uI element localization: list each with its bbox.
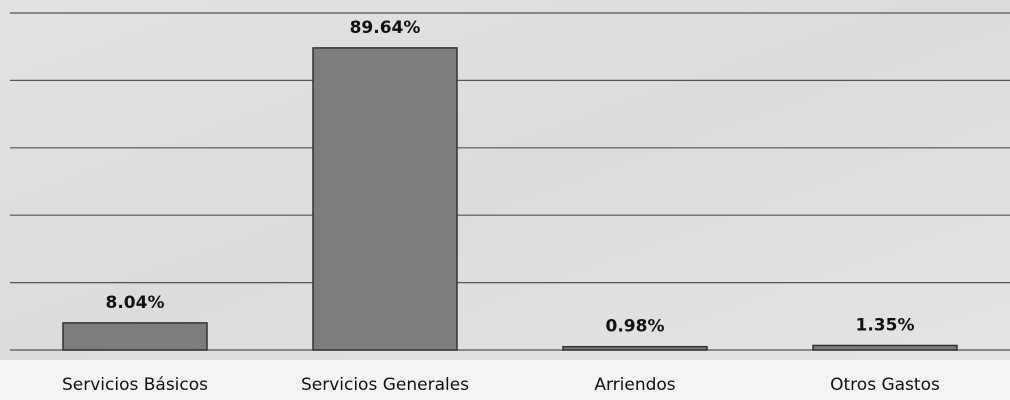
bar [62,322,208,351]
plot-background [0,0,1010,360]
value-label: 89.64% [350,18,421,38]
x-tick-label: Servicios Básicos [62,375,208,395]
bar [562,345,708,351]
bar [312,47,458,351]
x-tick-label: Otros Gastos [830,375,940,395]
x-tick-label: Servicios Generales [301,375,469,395]
bar [812,344,958,351]
label-background [0,360,1010,400]
value-label: 1.35% [856,315,915,335]
x-tick-label: Arriendos [594,375,675,395]
value-label: 0.98% [606,317,665,337]
value-label: 8.04% [106,293,165,313]
